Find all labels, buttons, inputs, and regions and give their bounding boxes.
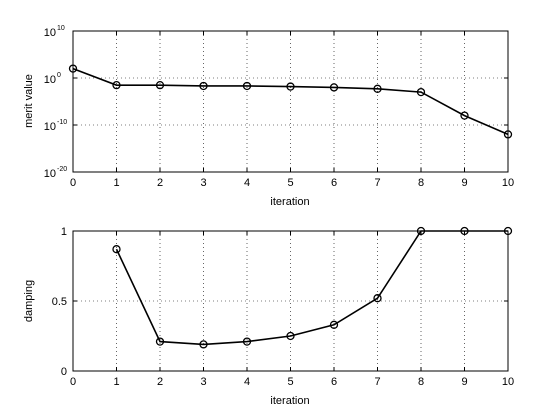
damping-plot: 0 1 2 3 4 5 6 7 8 9 10 0 0.5 1 iteration damping [23,226,514,407]
merit-data-point [242,81,252,91]
merit-x-tick-label: 4 [244,177,250,189]
merit-data-point [286,82,295,91]
damping-series-line [115,230,508,346]
damping-data-point [416,226,426,236]
merit-data-point [460,111,469,120]
merit-plot-area [72,30,509,173]
merit-y-axis-label: merit value [23,74,35,128]
damping-x-tick-label: 3 [200,376,206,388]
merit-x-tick-label: 8 [418,177,424,189]
damping-y-tick-label: 0 [61,366,67,378]
damping-x-axis-label: iteration [270,395,309,407]
merit-x-ticks: 0 1 2 3 4 5 6 7 8 9 10 [70,31,514,189]
damping-x-tick-label: 2 [157,376,163,388]
damping-data-point [503,226,513,236]
damping-data-point [199,340,208,349]
merit-x-tick-label: 6 [331,177,337,189]
damping-data-point [242,337,252,346]
damping-x-tick-label: 1 [113,376,119,388]
damping-series [112,226,513,349]
damping-x-tick-label: 0 [70,376,76,388]
damping-x-tick-label: 8 [418,376,424,388]
merit-x-tick-label: 5 [287,177,293,189]
damping-x-tick-label: 10 [502,376,514,388]
merit-x-tick-label: 0 [70,177,76,189]
merit-data-point [373,84,382,93]
merit-data-point [329,83,339,92]
merit-data-point [112,81,121,90]
merit-x-tick-label: 2 [157,177,163,189]
merit-series-line [72,67,509,136]
merit-y-tick-exponent: -20 [57,166,67,173]
merit-y-tick-exponent: 10 [57,25,65,32]
merit-data-point [416,87,426,97]
damping-data-point [460,226,469,236]
merit-x-tick-label: 3 [200,177,206,189]
merit-y-tick-label: 10 [44,121,56,133]
merit-grid [73,31,508,172]
damping-data-point [373,294,382,303]
damping-data-point [155,337,165,346]
damping-y-tick-label: 1 [61,226,67,238]
merit-data-point [503,130,513,139]
damping-x-tick-label: 9 [461,376,467,388]
merit-x-tick-label: 7 [374,177,380,189]
merit-x-tick-label: 9 [461,177,467,189]
damping-data-point [286,331,295,341]
damping-x-ticks: 0 1 2 3 4 5 6 7 8 9 10 [70,231,514,388]
damping-x-tick-label: 4 [244,376,250,388]
merit-series [68,64,513,139]
merit-data-point [155,81,165,90]
damping-y-tick-label: 0.5 [52,296,67,308]
merit-y-tick-label: 10 [44,27,56,39]
damping-y-axis-label: damping [23,280,35,322]
merit-data-point [199,81,208,91]
merit-y-tick-label: 10 [44,168,56,180]
damping-x-tick-label: 7 [374,376,380,388]
merit-y-tick-exponent: -10 [57,119,67,126]
damping-data-point [329,320,339,329]
merit-x-axis-label: iteration [270,196,309,208]
merit-x-tick-label: 10 [502,177,514,189]
merit-data-point [68,64,78,73]
damping-data-point [112,245,121,254]
merit-x-tick-label: 1 [113,177,119,189]
damping-x-tick-label: 6 [331,376,337,388]
merit-y-tick-label: 10 [44,74,56,86]
merit-y-tick-exponent: 0 [57,72,61,79]
damping-x-tick-label: 5 [287,376,293,388]
